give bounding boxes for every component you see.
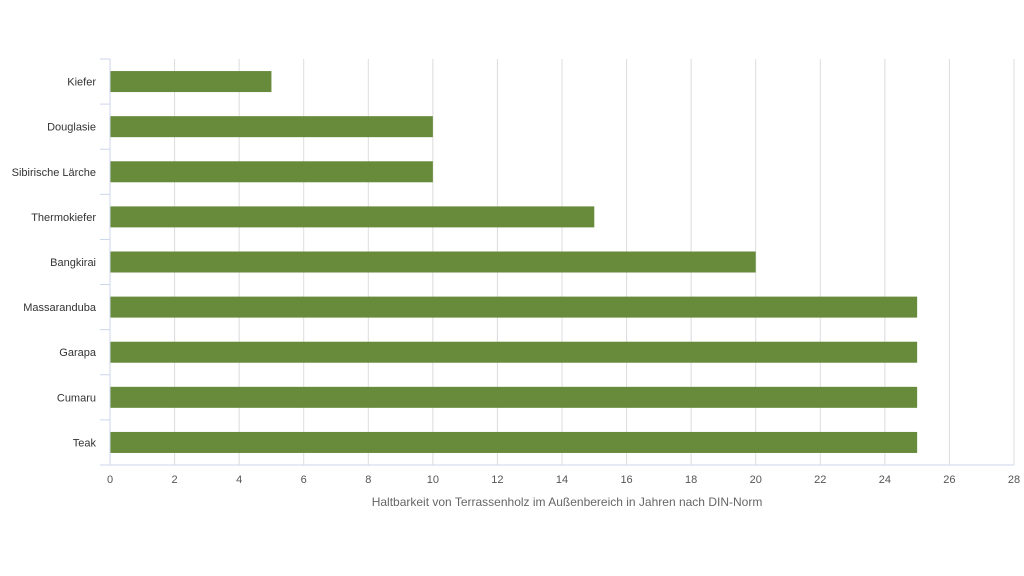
category-label: Douglasie (47, 122, 96, 134)
x-tick-label: 14 (556, 474, 568, 486)
bar-garapa[interactable] (110, 341, 918, 363)
x-tick-label: 6 (301, 474, 307, 486)
x-tick-label: 18 (685, 474, 697, 486)
x-tick-label: 4 (236, 474, 242, 486)
category-label: Massaranduba (23, 302, 97, 314)
category-label: Kiefer (67, 77, 96, 89)
x-tick-label: 0 (107, 474, 113, 486)
x-tick-label: 20 (750, 474, 762, 486)
x-tick-label: 12 (491, 474, 503, 486)
x-tick-label: 28 (1008, 474, 1020, 486)
bar-kiefer[interactable] (110, 71, 272, 93)
x-tick-label: 22 (814, 474, 826, 486)
x-tick-label: 8 (365, 474, 371, 486)
bar-sibirische-l-rche[interactable] (110, 161, 433, 183)
bar-cumaru[interactable] (110, 386, 918, 408)
bar-douglasie[interactable] (110, 116, 433, 138)
x-tick-label: 26 (943, 474, 955, 486)
category-label: Thermokiefer (31, 212, 96, 224)
bar-bangkirai[interactable] (110, 251, 756, 273)
x-tick-label: 16 (620, 474, 632, 486)
bars (110, 71, 918, 453)
x-axis-title: Haltbarkeit von Terrassenholz im Außenbe… (372, 495, 763, 509)
category-labels: Kiefer Douglasie Sibirische Lärche Thermoki… (12, 58, 110, 466)
category-label: Cumaru (57, 392, 96, 404)
bar-thermokiefer[interactable] (110, 206, 595, 228)
x-tick-labels: 0 2 4 6 8 10 12 14 16 18 20 22 24 26 28 (107, 474, 1020, 486)
x-tick-label: 2 (172, 474, 178, 486)
category-label: Bangkirai (50, 257, 96, 269)
x-tick-label: 24 (879, 474, 891, 486)
bar-massaranduba[interactable] (110, 296, 918, 318)
category-label: Teak (73, 437, 97, 449)
bar-teak[interactable] (110, 431, 918, 453)
x-tick-label: 10 (427, 474, 439, 486)
category-label: Sibirische Lärche (12, 167, 96, 179)
category-label: Garapa (59, 347, 97, 359)
